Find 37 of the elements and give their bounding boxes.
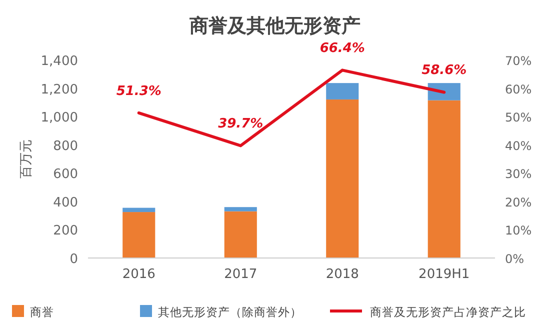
legend-label: 商誉及无形资产占净资产之比 (370, 305, 526, 319)
y-tick-label: 1,200 (40, 82, 78, 98)
bar (122, 208, 156, 212)
data-label: 66.4% (320, 41, 365, 56)
x-tick-label: 2016 (122, 267, 156, 282)
chart-title: 商誉及其他无形资产 (188, 15, 360, 37)
bar (428, 100, 460, 258)
y2-tick-label: 50% (505, 110, 532, 125)
legend-label: 商誉 (30, 305, 54, 319)
y2-tick-label: 40% (505, 138, 532, 153)
y2-tick-label: 70% (505, 54, 532, 68)
bar (122, 212, 156, 258)
y2-tick-label: 10% (505, 224, 532, 238)
y-tick-label: 600 (53, 167, 78, 182)
y-tick-label: 0 (70, 252, 78, 267)
y-axis-title: 百万元 (19, 140, 34, 178)
y2-tick-label: 0% (505, 252, 524, 266)
data-label: 58.6% (422, 63, 467, 78)
y2-tick-label: 20% (505, 195, 532, 210)
y-tick-label: 400 (53, 195, 78, 210)
x-tick-label: 2019H1 (418, 267, 470, 282)
y-tick-label: 1,000 (40, 110, 78, 126)
bar (326, 99, 359, 258)
legend-label: 其他无形资产（除商誉外） (158, 305, 302, 319)
bar (428, 83, 460, 100)
bar (326, 83, 359, 100)
data-label: 51.3% (116, 84, 162, 99)
x-tick-label: 2018 (326, 267, 359, 282)
y-tick-label: 800 (53, 138, 78, 154)
bar (224, 207, 257, 212)
y2-tick-label: 60% (505, 82, 532, 96)
x-tick-label: 2017 (224, 267, 258, 282)
y-tick-label: 200 (53, 224, 78, 239)
data-label: 39.7% (218, 116, 264, 132)
bar (224, 211, 257, 258)
y2-tick-label: 30% (505, 167, 532, 182)
y-tick-label: 1,400 (40, 54, 78, 69)
